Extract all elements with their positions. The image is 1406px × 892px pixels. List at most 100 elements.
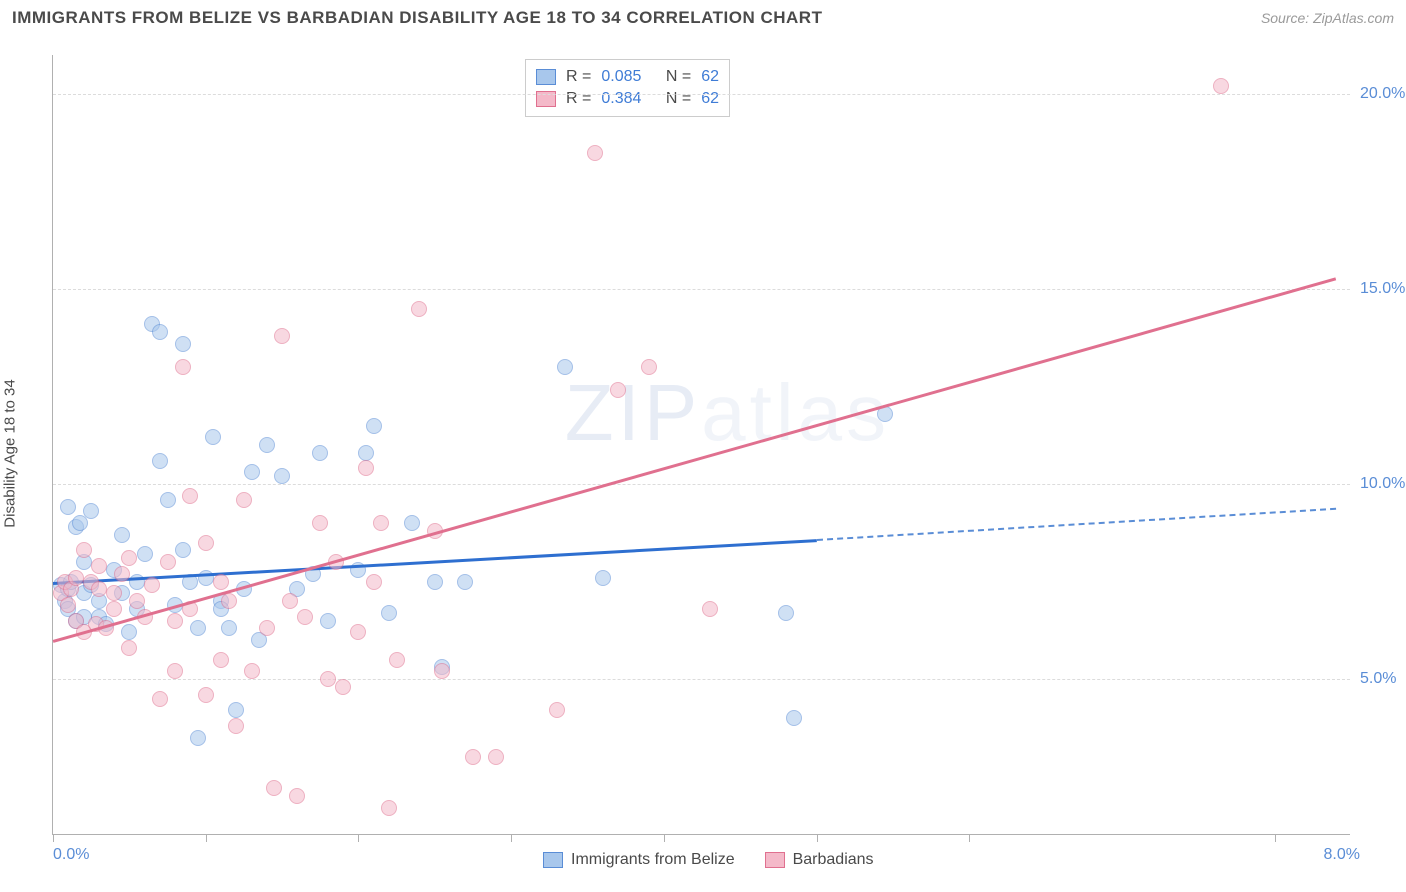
x-axis-end-label: 8.0% [1324,846,1360,864]
x-tick [664,834,665,842]
data-point [786,710,802,726]
data-point [549,702,565,718]
legend-series: Immigrants from Belize Barbadians [543,851,874,869]
data-point [167,613,183,629]
data-point [289,788,305,804]
data-point [114,566,130,582]
x-axis-start-label: 0.0% [53,846,89,864]
data-point [228,718,244,734]
data-point [350,624,366,640]
x-tick [1275,834,1276,842]
data-point [335,679,351,695]
data-point [175,359,191,375]
legend-item-barbadians: Barbadians [765,851,874,869]
data-point [465,749,481,765]
data-point [1213,78,1229,94]
data-point [358,460,374,476]
data-point [221,593,237,609]
swatch-belize-icon [543,852,563,868]
x-tick [206,834,207,842]
data-point [587,145,603,161]
scatter-plot: ZIPatlas R = 0.085 N = 62 R = 0.384 N = … [52,55,1350,835]
data-point [427,574,443,590]
data-point [320,613,336,629]
data-point [152,324,168,340]
y-tick-label: 20.0% [1360,85,1406,103]
data-point [488,749,504,765]
data-point [274,468,290,484]
x-tick [53,834,54,842]
data-point [76,542,92,558]
data-point [175,336,191,352]
source-credit: Source: ZipAtlas.com [1261,10,1394,26]
data-point [228,702,244,718]
data-point [366,418,382,434]
gridline [53,94,1350,95]
data-point [595,570,611,586]
data-point [778,605,794,621]
data-point [320,671,336,687]
data-point [121,550,137,566]
trend-line [53,277,1336,642]
y-axis-label: Disability Age 18 to 34 [2,379,19,527]
data-point [167,663,183,679]
x-tick [817,834,818,842]
data-point [152,691,168,707]
data-point [297,609,313,625]
watermark: ZIPatlas [565,367,890,459]
data-point [68,570,84,586]
y-tick-label: 10.0% [1360,475,1406,493]
data-point [221,620,237,636]
data-point [129,593,145,609]
x-tick [969,834,970,842]
data-point [198,535,214,551]
data-point [91,558,107,574]
data-point [152,453,168,469]
legend-item-belize: Immigrants from Belize [543,851,735,869]
legend-row-barbadians: R = 0.384 N = 62 [536,88,719,110]
data-point [205,429,221,445]
data-point [60,499,76,515]
data-point [244,663,260,679]
data-point [213,574,229,590]
data-point [282,593,298,609]
swatch-belize [536,69,556,85]
data-point [106,585,122,601]
data-point [244,464,260,480]
data-point [381,800,397,816]
data-point [213,652,229,668]
data-point [259,437,275,453]
trend-line [816,507,1335,540]
x-tick [511,834,512,842]
data-point [641,359,657,375]
data-point [312,515,328,531]
gridline [53,679,1350,680]
data-point [312,445,328,461]
data-point [381,605,397,621]
gridline [53,289,1350,290]
data-point [137,546,153,562]
data-point [274,328,290,344]
data-point [144,577,160,593]
data-point [434,663,450,679]
data-point [91,581,107,597]
x-tick [358,834,359,842]
y-tick-label: 15.0% [1360,280,1406,298]
data-point [190,730,206,746]
data-point [702,601,718,617]
swatch-barbadians-icon [765,852,785,868]
data-point [160,554,176,570]
data-point [121,624,137,640]
data-point [106,601,122,617]
data-point [83,503,99,519]
data-point [121,640,137,656]
data-point [266,780,282,796]
data-point [160,492,176,508]
data-point [373,515,389,531]
data-point [182,488,198,504]
data-point [404,515,420,531]
data-point [198,687,214,703]
legend-correlation: R = 0.085 N = 62 R = 0.384 N = 62 [525,59,730,117]
data-point [236,492,252,508]
data-point [610,382,626,398]
